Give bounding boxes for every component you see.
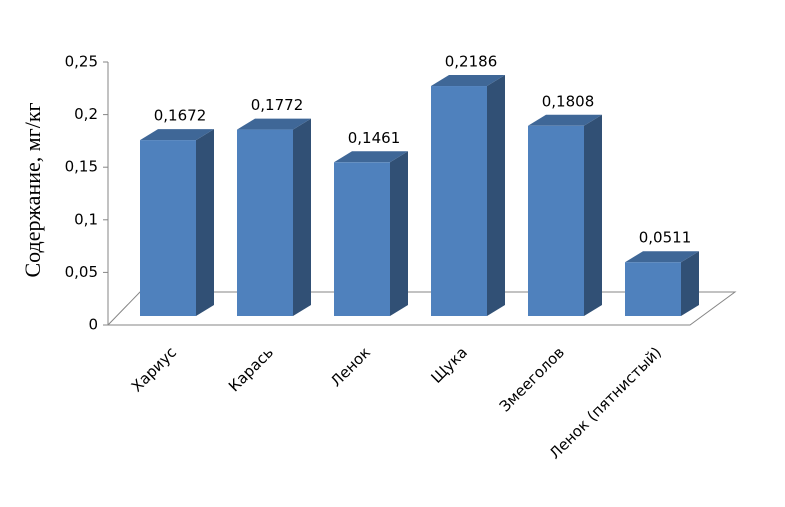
bar-side (681, 251, 699, 316)
x-tick-label: Карась (225, 343, 277, 395)
bar-side (196, 129, 214, 316)
bar-top (431, 75, 505, 87)
bar (625, 262, 681, 316)
y-tick-label: 0,15 (65, 158, 98, 176)
y-tick-label: 0,1 (74, 210, 98, 228)
value-label: 0,1461 (348, 129, 401, 147)
y-tick-label: 0,2 (74, 105, 98, 123)
bar-side (584, 114, 602, 316)
x-tick-label: Змееголов (496, 343, 568, 415)
x-tick-label: Щука (427, 343, 471, 387)
floor (106, 291, 737, 326)
y-tick-label: 0,05 (65, 263, 98, 281)
value-label: 0,1672 (154, 107, 207, 125)
bar-top (140, 129, 214, 141)
bar (140, 140, 196, 316)
bar (237, 129, 293, 316)
bar-top (237, 118, 311, 130)
y-tick-label: 0,25 (65, 53, 98, 71)
bar-side (293, 118, 311, 316)
bar (334, 162, 390, 316)
bar (431, 86, 487, 316)
x-tick-label: Хариус (128, 343, 180, 395)
bar (528, 125, 584, 316)
y-tick-label: 0 (88, 316, 98, 334)
value-label: 0,2186 (445, 53, 498, 71)
bar-top (625, 251, 699, 263)
bar-top (528, 114, 602, 126)
bar-side (390, 151, 408, 316)
value-label: 0,1808 (542, 92, 595, 110)
x-tick-label: Ленок (327, 343, 374, 390)
bar-top (334, 151, 408, 163)
x-tick-label: Ленок (пятнистый) (546, 343, 665, 462)
value-label: 0,0511 (639, 229, 692, 247)
y-axis-label: Содержание, мг/кг (20, 102, 45, 277)
value-label: 0,1772 (251, 96, 304, 114)
bar-side (487, 75, 505, 316)
